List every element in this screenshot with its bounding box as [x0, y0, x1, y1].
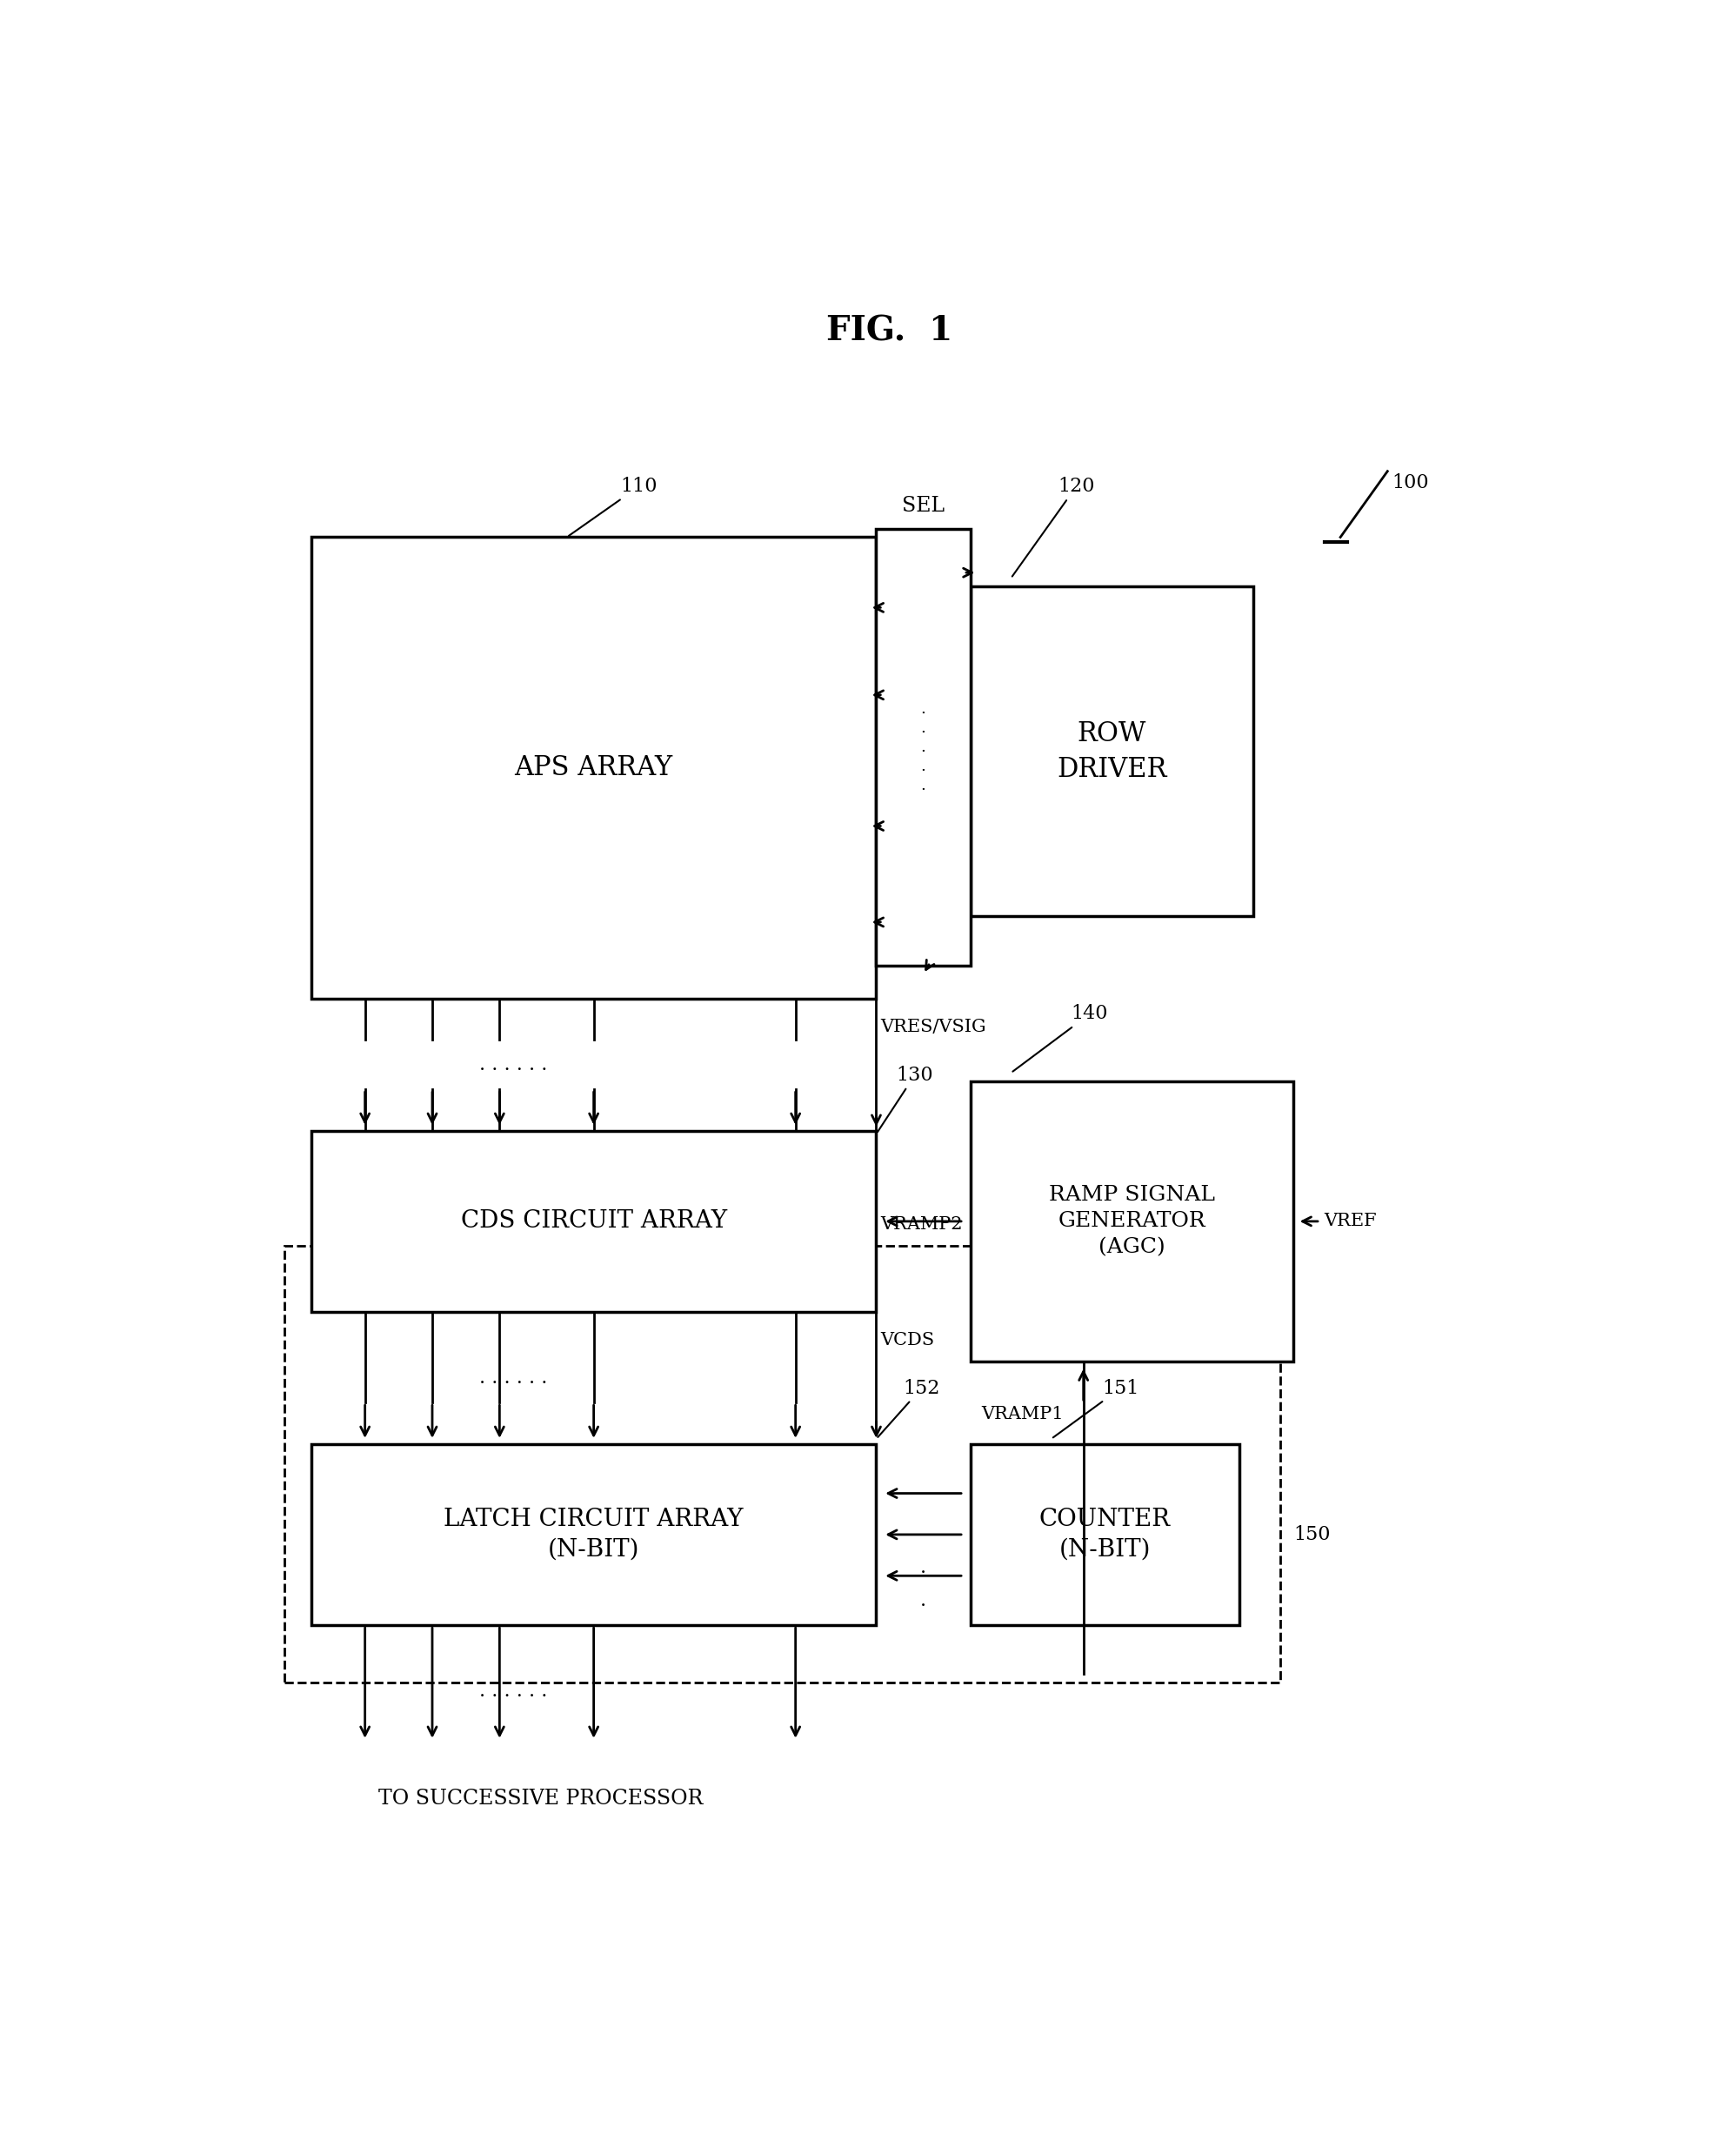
Text: 152: 152 [878, 1379, 939, 1437]
Bar [970, 1443, 1240, 1625]
Text: TO SUCCESSIVE PROCESSOR: TO SUCCESSIVE PROCESSOR [378, 1788, 703, 1809]
Bar [970, 1081, 1293, 1362]
Text: . . . . . .: . . . . . . [479, 1056, 547, 1075]
Text: ROW
DRIVER: ROW DRIVER [1057, 719, 1167, 784]
Text: 150: 150 [1293, 1524, 1330, 1544]
Text: 140: 140 [1012, 1004, 1108, 1070]
Text: .
.
.
.
.: . . . . . [920, 700, 925, 794]
Text: LATCH CIRCUIT ARRAY
(N-BIT): LATCH CIRCUIT ARRAY (N-BIT) [444, 1507, 743, 1561]
Text: 120: 120 [1012, 477, 1095, 576]
Text: . . . . . .: . . . . . . [479, 1368, 547, 1387]
Text: RAMP SIGNAL
GENERATOR
(AGC): RAMP SIGNAL GENERATOR (AGC) [1049, 1186, 1215, 1257]
Text: CDS CIRCUIT ARRAY: CDS CIRCUIT ARRAY [460, 1210, 727, 1233]
Text: 100: 100 [1392, 473, 1429, 492]
Text: . . . . . .: . . . . . . [479, 1681, 547, 1700]
Text: 110: 110 [569, 477, 658, 535]
Text: FIG.  1: FIG. 1 [826, 315, 953, 347]
Bar [311, 1443, 877, 1625]
Text: APS ARRAY: APS ARRAY [514, 754, 674, 781]
Text: VRES/VSIG: VRES/VSIG [880, 1019, 986, 1034]
Text: VCDS: VCDS [880, 1332, 934, 1349]
Text: 130: 130 [878, 1066, 934, 1133]
Bar [285, 1246, 1279, 1683]
Bar [877, 529, 970, 966]
Bar [311, 1130, 877, 1312]
Bar [970, 587, 1253, 916]
Text: COUNTER
(N-BIT): COUNTER (N-BIT) [1040, 1507, 1170, 1561]
Text: VRAMP1: VRAMP1 [981, 1407, 1064, 1422]
Text: .: . [920, 1559, 927, 1578]
Text: VRAMP2: VRAMP2 [880, 1216, 962, 1233]
Text: SEL: SEL [903, 497, 944, 516]
Text: .: . [920, 1591, 927, 1610]
Text: VREF: VREF [1325, 1214, 1377, 1229]
Text: 151: 151 [1054, 1379, 1139, 1437]
Bar [311, 537, 877, 998]
